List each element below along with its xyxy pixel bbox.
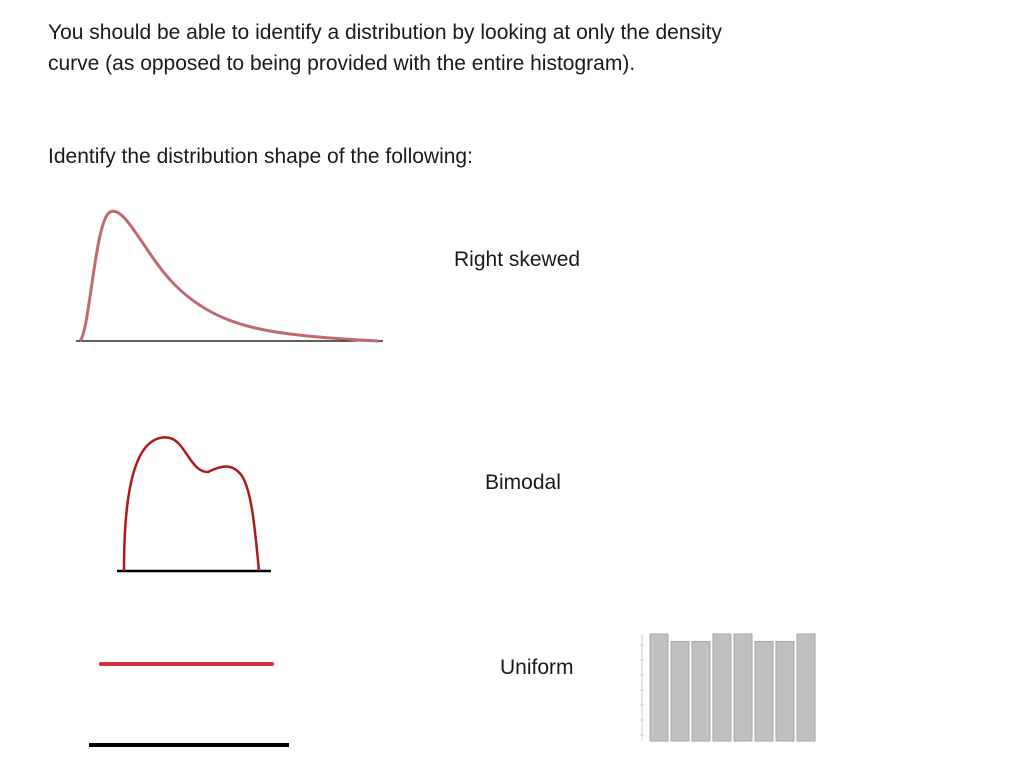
histogram-bar xyxy=(754,640,774,742)
intro-text: You should be able to identify a distrib… xyxy=(48,21,723,75)
histogram-bar xyxy=(796,633,816,742)
label-bimodal: Bimodal xyxy=(485,471,561,494)
prompt-text: Identify the distribution shape of the f… xyxy=(48,145,473,168)
histogram-bar xyxy=(649,633,669,742)
label-uniform: Uniform xyxy=(500,656,574,679)
histogram-bars xyxy=(649,633,816,742)
right-skewed-figure xyxy=(76,209,383,343)
label-right-skewed: Right skewed xyxy=(454,248,581,271)
histogram-bar xyxy=(733,633,753,742)
histogram-bar xyxy=(712,633,732,742)
histogram-ticks xyxy=(640,644,644,736)
uniform-figure xyxy=(89,662,289,747)
uniform-histogram xyxy=(640,633,816,742)
histogram-bar xyxy=(775,640,795,742)
right-skewed-curve xyxy=(78,209,379,343)
histogram-bar xyxy=(670,640,690,742)
bimodal-curve xyxy=(122,436,261,572)
histogram-bar xyxy=(691,640,711,742)
bimodal-figure xyxy=(117,436,271,573)
